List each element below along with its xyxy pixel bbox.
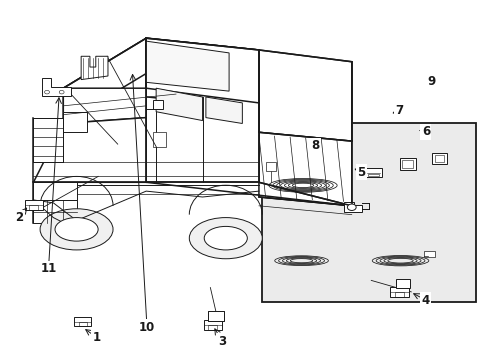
Bar — [423, 251, 434, 257]
Bar — [207, 311, 223, 321]
Text: 8: 8 — [310, 139, 319, 152]
Polygon shape — [63, 38, 259, 100]
Bar — [261, 123, 475, 302]
Polygon shape — [33, 182, 77, 200]
Ellipse shape — [189, 217, 262, 259]
Bar — [266, 162, 276, 171]
Circle shape — [346, 204, 355, 211]
Bar — [79, 321, 86, 326]
Polygon shape — [153, 132, 166, 147]
Polygon shape — [156, 88, 202, 121]
Bar — [431, 153, 446, 164]
Polygon shape — [63, 38, 146, 123]
Polygon shape — [81, 56, 108, 80]
Text: 3: 3 — [218, 335, 226, 348]
Ellipse shape — [55, 217, 98, 241]
Polygon shape — [33, 118, 146, 182]
Polygon shape — [153, 100, 163, 109]
Bar — [394, 292, 404, 297]
Polygon shape — [42, 78, 71, 96]
Text: 1: 1 — [92, 330, 100, 343]
Polygon shape — [259, 50, 351, 141]
Text: 6: 6 — [421, 125, 429, 138]
Bar — [207, 311, 223, 321]
Bar — [25, 200, 42, 210]
Polygon shape — [146, 38, 259, 103]
Polygon shape — [344, 202, 361, 212]
Bar — [203, 320, 221, 330]
Polygon shape — [33, 200, 77, 224]
Bar — [367, 174, 378, 176]
Text: 9: 9 — [427, 75, 435, 88]
Text: 7: 7 — [394, 104, 402, 117]
Bar — [395, 279, 409, 288]
Polygon shape — [33, 118, 63, 162]
Ellipse shape — [40, 209, 113, 250]
Bar — [434, 155, 444, 162]
Bar — [402, 160, 412, 168]
Polygon shape — [146, 41, 228, 91]
Text: 10: 10 — [139, 320, 155, 333]
Bar — [399, 158, 415, 170]
Polygon shape — [146, 38, 259, 182]
Bar — [208, 325, 217, 330]
Polygon shape — [259, 132, 351, 206]
Polygon shape — [205, 97, 242, 123]
Text: 5: 5 — [357, 166, 365, 179]
Bar — [29, 205, 38, 210]
Bar — [365, 168, 381, 177]
Polygon shape — [63, 38, 146, 123]
Polygon shape — [63, 112, 86, 132]
Text: 2: 2 — [15, 211, 23, 224]
Bar — [389, 287, 408, 297]
Text: 4: 4 — [421, 294, 429, 307]
Bar — [74, 317, 91, 326]
Ellipse shape — [204, 226, 247, 250]
Text: 11: 11 — [41, 262, 57, 275]
